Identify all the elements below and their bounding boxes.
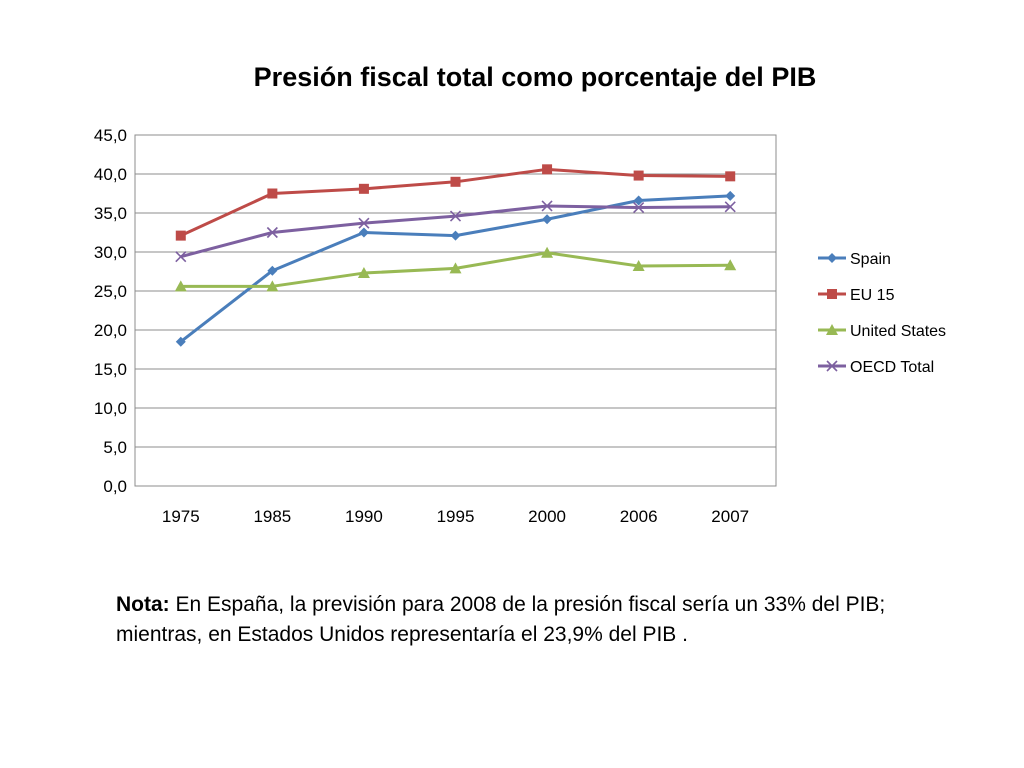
data-point-eu-15	[542, 164, 553, 175]
y-tick-label: 10,0	[94, 399, 127, 418]
legend-label: OECD Total	[850, 359, 934, 376]
data-point-eu-15	[725, 171, 736, 182]
data-point-spain	[450, 230, 461, 241]
data-point-oecd-total	[266, 226, 278, 239]
gridlines	[135, 134, 776, 487]
y-tick-label: 40,0	[94, 165, 127, 184]
data-point-spain	[358, 227, 369, 238]
x-tick-label: 1990	[345, 507, 383, 526]
legend-item-oecd-total: OECD Total	[818, 359, 934, 376]
y-tick-label: 15,0	[94, 360, 127, 379]
legend-item-spain: Spain	[818, 251, 891, 268]
x-tick-label: 2000	[528, 507, 566, 526]
data-point-spain	[725, 190, 736, 201]
x-tick-label: 1985	[253, 507, 291, 526]
data-point-oecd-total	[449, 210, 462, 222]
data-point-spain	[542, 214, 553, 225]
y-tick-label: 25,0	[94, 282, 127, 301]
y-tick-label: 35,0	[94, 204, 127, 223]
legend-label: Spain	[850, 251, 891, 268]
plot-area	[134, 134, 777, 487]
legend: Spain EU 15 United States OECD Total	[818, 251, 946, 376]
data-point-united-states	[266, 280, 279, 292]
legend-label: United States	[850, 323, 946, 340]
legend-marker	[827, 253, 837, 263]
data-point-united-states	[357, 267, 370, 279]
x-tick-label: 1995	[437, 507, 475, 526]
data-point-oecd-total	[175, 251, 187, 263]
axes: 0,0 5,0 10,0 15,0 20,0 25,0 30,0 35,0 40,0 45,0 19…	[94, 126, 777, 526]
y-tick-label: 5,0	[103, 438, 127, 457]
x-tick-label: 2006	[620, 507, 658, 526]
y-tick-label: 0,0	[103, 477, 127, 496]
data-point-united-states	[724, 259, 737, 271]
legend-marker	[827, 289, 837, 299]
series-layer	[174, 164, 737, 347]
note-body: En España, la previsión para 2008 de la …	[116, 593, 886, 646]
data-point-spain	[267, 265, 278, 276]
data-point-oecd-total	[541, 200, 553, 212]
y-tick-label: 20,0	[94, 321, 127, 340]
y-tick-label: 45,0	[94, 126, 127, 145]
data-point-eu-15	[175, 230, 186, 241]
chart-title: Presión fiscal total como porcentaje del…	[253, 62, 817, 92]
data-point-eu-15	[633, 170, 644, 181]
legend-item-eu-15: EU 15	[818, 287, 895, 304]
data-point-eu-15	[267, 188, 278, 199]
data-point-oecd-total	[633, 201, 645, 214]
data-point-united-states	[174, 280, 187, 292]
data-point-oecd-total	[358, 217, 370, 229]
data-point-united-states	[449, 262, 462, 274]
data-point-oecd-total	[724, 201, 736, 213]
data-point-united-states	[632, 260, 645, 272]
note-label: Nota:	[116, 593, 170, 616]
legend-label: EU 15	[850, 287, 895, 304]
data-point-eu-15	[358, 183, 369, 194]
data-point-united-states	[541, 246, 554, 258]
y-tick-label: 30,0	[94, 243, 127, 262]
x-tick-label: 2007	[711, 507, 749, 526]
legend-item-united-states: United States	[818, 323, 946, 340]
legend-marker	[826, 360, 838, 372]
data-point-spain	[175, 336, 186, 347]
x-tick-label: 1975	[162, 507, 200, 526]
legend-marker	[826, 324, 838, 335]
data-point-spain	[633, 195, 644, 206]
data-point-eu-15	[450, 176, 461, 187]
note-text: Nota: En España, la previsión para 2008 …	[116, 590, 916, 650]
